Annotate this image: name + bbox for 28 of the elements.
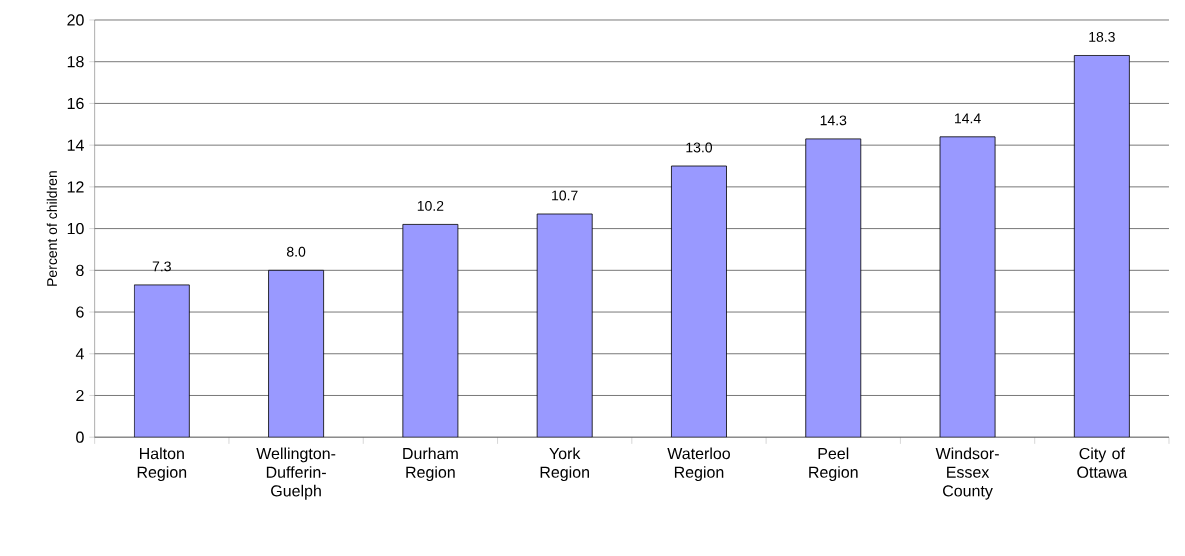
y-tick-label: 2	[76, 389, 84, 402]
x-tick-label: City of Ottawa	[1077, 447, 1128, 478]
x-tick-label: Durham Region	[403, 447, 458, 482]
data-label: 14.4	[955, 113, 981, 124]
y-tick-label: 12	[67, 181, 84, 193]
x-tick-label: Peel Region	[809, 447, 858, 482]
y-tick-label: 20	[67, 14, 84, 26]
data-label: 7.3	[152, 261, 171, 272]
data-label: 13.0	[686, 142, 713, 153]
x-tick-label: Halton Region	[137, 447, 187, 482]
x-tick-label: Windsor-Essex County	[935, 447, 999, 500]
y-tick-label: 4	[75, 348, 84, 360]
x-tick-label: Wellington-Dufferin-Guelph	[256, 447, 336, 500]
x-tick-label: York Region	[540, 447, 589, 482]
data-label: 14.3	[820, 115, 847, 126]
y-tick-label: 18	[67, 56, 84, 68]
y-tick-label: 10	[67, 223, 84, 235]
y-axis-title: Percent of children	[46, 171, 58, 286]
data-label: 10.2	[417, 201, 444, 211]
data-label: 18.3	[1089, 32, 1115, 42]
y-tick-label: 8	[76, 264, 84, 277]
y-tick-label: 0	[76, 431, 84, 443]
y-tick-label: 6	[76, 306, 84, 318]
data-label: 8.0	[286, 246, 306, 257]
x-tick-label: Waterloo Region	[667, 447, 730, 482]
y-tick-label: 16	[67, 97, 84, 110]
y-tick-label: 14	[67, 139, 84, 151]
data-label: 10.7	[552, 190, 578, 201]
